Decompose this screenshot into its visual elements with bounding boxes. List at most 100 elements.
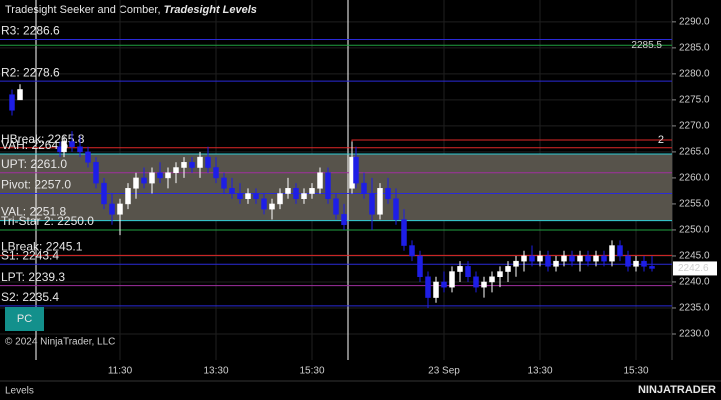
candle-body <box>189 162 195 168</box>
candle-body <box>617 245 623 257</box>
candle-body <box>317 172 323 189</box>
candle-body <box>125 188 131 205</box>
candle-body <box>473 276 479 288</box>
candle-body <box>433 281 439 298</box>
candle-body <box>325 172 331 199</box>
y-tick-label: 2235.0 <box>679 303 710 314</box>
x-tick-label: 23 Sep <box>428 366 460 377</box>
candle-body <box>545 255 551 267</box>
candle-body <box>85 151 91 163</box>
candle-body <box>489 276 495 283</box>
candle-body <box>261 198 267 210</box>
copyright: © 2024 NinjaTrader, LLC <box>5 337 115 348</box>
candle-body <box>9 94 15 111</box>
y-tick-label: 2285.0 <box>679 43 710 54</box>
candle-body <box>497 271 503 278</box>
last-price-label: 2242.6 <box>678 263 709 274</box>
candle-body <box>157 172 163 179</box>
candle-body <box>101 182 107 205</box>
y-tick-label: 2260.0 <box>679 173 710 184</box>
level-label: Tri-Star 2: 2250.0 <box>1 214 94 228</box>
candle-body <box>417 255 423 278</box>
candle-body <box>141 177 147 184</box>
tab-label[interactable]: Levels <box>5 386 34 397</box>
candle-body <box>569 255 575 262</box>
candle-body <box>641 260 647 267</box>
candle-body <box>561 255 567 262</box>
level-label: VAH: 2264.6 <box>1 138 68 152</box>
level-label: LBreak: 2245.1 <box>1 240 83 254</box>
candle-body <box>237 193 243 199</box>
candle-body <box>457 266 463 272</box>
candle-body <box>181 162 187 168</box>
level-label: Pivot: 2257.0 <box>1 178 71 192</box>
candle-body <box>221 177 227 189</box>
candle-body <box>117 203 123 215</box>
candle-body <box>513 260 519 267</box>
candle-body <box>577 255 583 262</box>
candle-body <box>205 156 211 168</box>
y-tick-label: 2230.0 <box>679 329 710 340</box>
candle-body <box>61 141 67 153</box>
level-price-label: 2285.5 <box>631 40 662 51</box>
y-tick-label: 2280.0 <box>679 69 710 80</box>
candle-body <box>449 271 455 288</box>
candle-body <box>197 156 203 168</box>
candle-body <box>633 260 639 267</box>
candle-body <box>341 214 347 225</box>
candle-body <box>593 255 599 262</box>
level-label: S1: 2243.4 <box>1 248 59 262</box>
candle-body <box>277 193 283 205</box>
candle-body <box>425 276 431 298</box>
y-tick-label: 2270.0 <box>679 121 710 132</box>
level-label: R2: 2278.6 <box>1 65 60 79</box>
candle-body <box>213 167 219 179</box>
level-label: UPT: 2261.0 <box>1 157 67 171</box>
candle-body <box>529 255 535 262</box>
marker-label: 2 <box>658 134 664 146</box>
candle-body <box>133 177 139 189</box>
last-price-box <box>673 261 717 276</box>
candle-body <box>285 188 291 194</box>
chart-title: Tradesight Seeker and Comber, Tradesight… <box>5 4 257 16</box>
candle-body <box>409 245 415 257</box>
candle-body <box>253 193 259 199</box>
candle-body <box>609 245 615 262</box>
candle-body <box>537 255 543 262</box>
y-tick-label: 2265.0 <box>679 147 710 158</box>
candle-body <box>601 255 607 262</box>
y-tick-label: 2240.0 <box>679 277 710 288</box>
pc-button-bg[interactable] <box>5 307 44 331</box>
candle-body <box>505 266 511 272</box>
level-label: VAL: 2251.8 <box>1 205 66 219</box>
candle-body <box>149 172 155 184</box>
candle-body <box>77 146 83 153</box>
candle-body <box>481 281 487 288</box>
title-text: Tradesight Seeker and Comber, <box>5 4 164 16</box>
candle-body <box>401 219 407 246</box>
level-label: S2: 2235.4 <box>1 290 59 304</box>
level-label: R3: 2286.6 <box>1 24 60 38</box>
candle-body <box>173 167 179 173</box>
candle-body <box>385 188 391 199</box>
y-tick-label: 2255.0 <box>679 199 710 210</box>
x-tick-label: 15:30 <box>299 366 324 377</box>
candle-body <box>269 203 275 210</box>
candle-body <box>245 193 251 199</box>
x-tick-label: 13:30 <box>203 366 228 377</box>
candle-body <box>93 162 99 184</box>
pc-button[interactable]: PC <box>17 313 32 325</box>
candle-body <box>625 255 631 267</box>
candle-body <box>521 255 527 262</box>
candle-body <box>585 255 591 262</box>
candle-body <box>229 188 235 194</box>
candle-body <box>301 193 307 199</box>
candle-body <box>369 193 375 215</box>
candle-body <box>465 266 471 278</box>
subtitle-text: Tradesight Levels <box>164 4 257 16</box>
candle-body <box>309 188 315 194</box>
candle-body <box>553 260 559 267</box>
y-tick-label: 2275.0 <box>679 95 710 106</box>
